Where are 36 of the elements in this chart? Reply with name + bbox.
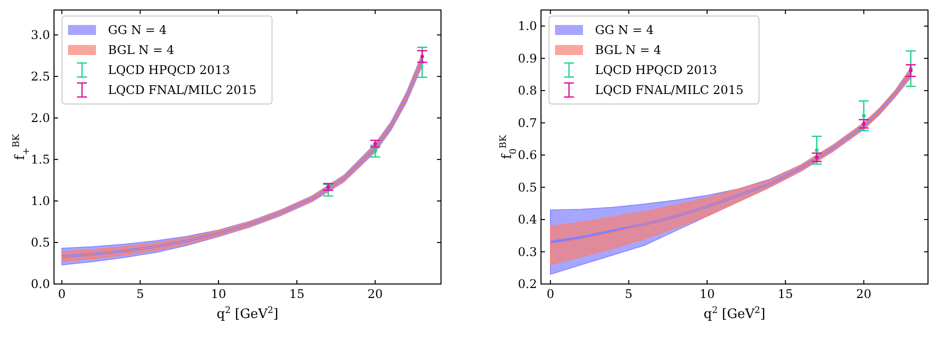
y-tick-label: 0.2	[518, 277, 537, 291]
y-tick-label: 1.5	[30, 152, 50, 166]
legend-label: GG N = 4	[595, 23, 654, 37]
y-tick-label: 0.4	[518, 212, 538, 227]
legend-label: BGL N = 4	[595, 43, 662, 57]
y-tick-label: 0.6	[518, 148, 537, 162]
x-tick-label: 20	[368, 287, 383, 301]
legend-label: LQCD FNAL/MILC 2015	[595, 83, 744, 97]
x-tick-label: 0	[546, 287, 554, 301]
legend-label: LQCD HPQCD 2013	[595, 63, 717, 77]
x-tick-label: 10	[210, 287, 226, 301]
x-tick-label: 20	[856, 287, 872, 301]
y-tick-label: 0.8	[518, 84, 537, 98]
x-tick-label: 5	[136, 287, 144, 301]
y-tick-label: 3.0	[30, 28, 50, 42]
y-tick-label: 0.0	[30, 277, 50, 291]
legend-label: LQCD HPQCD 2013	[108, 63, 230, 77]
x-tick-label: 0	[58, 287, 66, 301]
y-tick-label: 0.9	[518, 51, 537, 66]
x-tick-label: 10	[699, 287, 715, 301]
x-tick-label: 5	[624, 287, 633, 301]
x-tick-label: 15	[778, 287, 794, 301]
x-axis-title: q$^{2}$ [GeV$^{2}$]	[704, 306, 766, 322]
y-tick-label: 0.5	[518, 180, 537, 194]
y-tick-label: 1.0	[518, 19, 537, 34]
y-tick-label: 2.5	[30, 69, 50, 84]
y-tick-label: 0.5	[30, 235, 50, 250]
legend-label: LQCD FNAL/MILC 2015	[108, 83, 256, 97]
x-axis-title: q$^{2}$ [GeV$^{2}$]	[216, 306, 278, 322]
y-tick-label: 1.0	[30, 194, 50, 208]
legend-label: BGL N = 4	[108, 43, 175, 57]
y-tick-label: 0.7	[518, 116, 537, 130]
x-tick-label: 15	[289, 287, 304, 301]
y-tick-label: 0.3	[518, 244, 537, 259]
legend-label: GG N = 4	[108, 23, 168, 37]
y-tick-label: 2.0	[30, 110, 50, 125]
